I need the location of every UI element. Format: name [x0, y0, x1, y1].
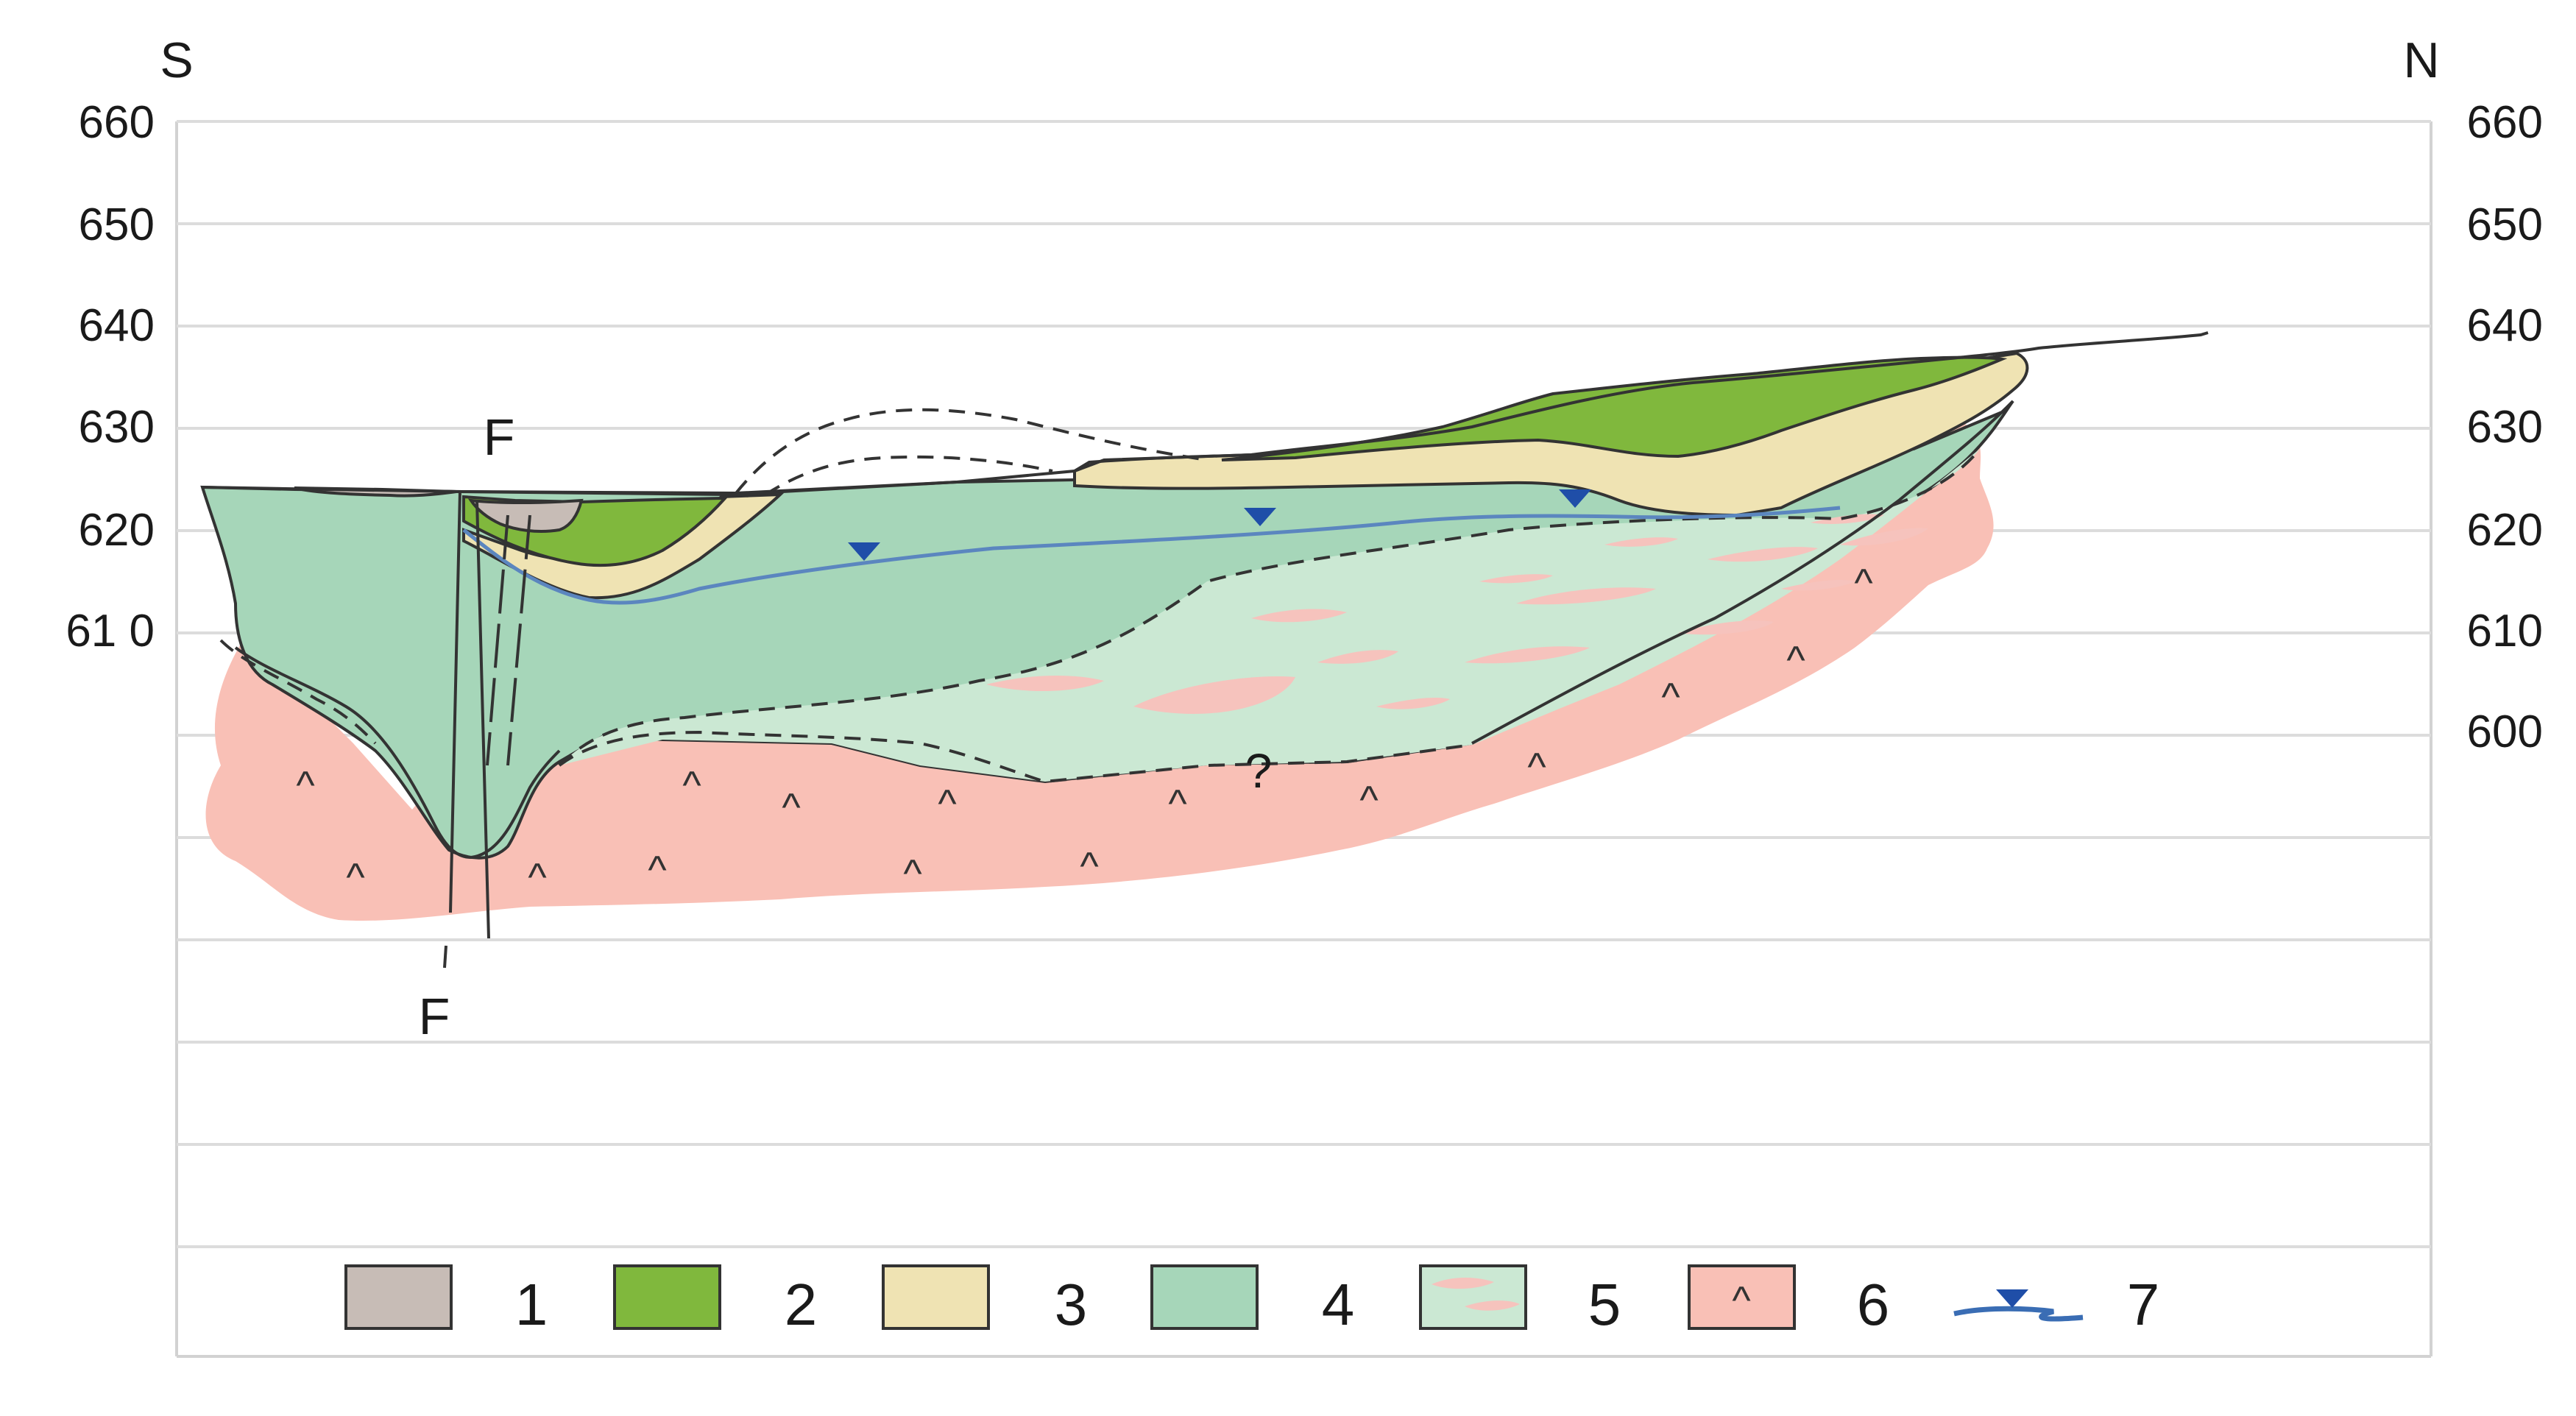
legend-swatch-5: [1419, 1264, 1527, 1330]
legend: 1 2 3 4 5 ^ 6 7: [344, 1264, 2160, 1337]
bedrock-caret: ^: [903, 852, 922, 896]
left-tick-label: 660: [79, 97, 155, 148]
pink-lens: [1317, 650, 1398, 664]
legend-swatch-6-caret: ^: [1732, 1278, 1751, 1323]
left-tick-label: 650: [79, 199, 155, 250]
legend-number-1: 1: [515, 1272, 548, 1337]
fault-line: [449, 491, 461, 913]
right-tick-label: 600: [2467, 707, 2543, 757]
legend-swatch-1: [344, 1264, 453, 1330]
dashed-former-surface: [735, 408, 1208, 495]
water-table-line: [462, 506, 1841, 605]
dashed-inner-surface: [764, 455, 1053, 496]
right-tick-label: 620: [2467, 505, 2543, 556]
legend-number-5: 5: [1588, 1272, 1621, 1337]
legend-item-3: 3: [882, 1264, 1088, 1337]
fault-line-tick: [443, 945, 447, 969]
pink-lens: [1781, 580, 1855, 591]
legend-swatch-3: [882, 1264, 990, 1330]
bedrock-caret: ^: [296, 763, 315, 807]
direction-north: N: [2403, 32, 2439, 88]
legend-swatch-4: [1150, 1264, 1259, 1330]
legend-water-line: [1953, 1306, 2084, 1322]
water-table-marker: [1244, 508, 1276, 526]
bedrock-caret: ^: [782, 785, 801, 829]
dashed-upper-contact: [558, 447, 1981, 767]
right-elevation-axis: 660 650 640 630 620 610 600: [2467, 97, 2543, 757]
fault-line-dashed: [486, 514, 509, 766]
legend-item-6: ^ 6: [1688, 1264, 1890, 1337]
water-table-marker: [848, 542, 880, 561]
legend-swatch-2: [613, 1264, 721, 1330]
bedrock-caret: ^: [1854, 561, 1873, 605]
legend-item-7: 7: [1953, 1272, 2160, 1337]
bedrock-caret: ^: [1786, 638, 1805, 682]
basin-floor-left: [234, 646, 561, 860]
right-tick-label: 640: [2467, 300, 2543, 351]
left-tick-label: 630: [79, 402, 155, 453]
legend-swatch-6: [1688, 1264, 1796, 1330]
left-tick-label: 61 0: [66, 606, 155, 656]
left-elevation-axis: 660 650 640 630 620 61 0: [66, 97, 155, 656]
legend-item-5: 5: [1419, 1264, 1621, 1337]
legend-number-2: 2: [785, 1272, 818, 1337]
uncertain-mark: ?: [1245, 743, 1273, 798]
pink-lens: [1604, 537, 1678, 547]
dashed-lower-contact: [558, 730, 1473, 784]
right-tick-label: 650: [2467, 199, 2543, 250]
legend-swatch-5-lens: [1432, 1278, 1494, 1289]
legend-item-2: 2: [613, 1264, 818, 1337]
bedrock-symbols: ^ ^ ^ ^ ^ ^ ^ ^ ^ ^ ^ ^ ^ ^ ^: [296, 561, 1873, 899]
bedrock-caret: ^: [938, 782, 957, 826]
dashed-basin-left: [219, 639, 377, 745]
bedrock-caret: ^: [1527, 745, 1546, 789]
pink-lens: [1376, 698, 1450, 709]
direction-south: S: [160, 32, 193, 88]
water-table-marker: [1559, 489, 1591, 508]
pink-lens: [1708, 547, 1818, 562]
ground-surface: [202, 331, 2209, 497]
left-tick-label: 620: [79, 505, 155, 556]
left-tick-label: 640: [79, 300, 155, 351]
legend-item-4: 4: [1150, 1264, 1355, 1337]
unit-6-bedrock: [205, 420, 1994, 921]
unit-5-pink-lenses: [986, 514, 1928, 715]
bedrock-caret: ^: [1359, 778, 1379, 822]
bedrock-caret: ^: [1661, 675, 1680, 719]
bedrock-caret: ^: [648, 848, 667, 892]
unit-1-grey-lens-fault: [467, 498, 584, 533]
bedrock-caret: ^: [1080, 844, 1099, 888]
fault-line: [475, 500, 490, 939]
pink-lens: [1811, 514, 1884, 524]
bedrock-caret: ^: [528, 855, 547, 899]
legend-number-7: 7: [2127, 1272, 2160, 1337]
legend-water-marker: [1996, 1289, 2028, 1308]
fault-line-dashed: [506, 514, 531, 766]
bedrock-caret: ^: [346, 855, 365, 899]
legend-item-1: 1: [344, 1264, 548, 1337]
water-table-markers: [848, 489, 1591, 561]
pink-lens: [1840, 528, 1928, 546]
legend-number-6: 6: [1857, 1272, 1890, 1337]
fault-label-top: F: [484, 408, 515, 466]
pink-lens: [1251, 609, 1347, 623]
legend-number-4: 4: [1322, 1272, 1355, 1337]
pink-lens: [1516, 587, 1656, 605]
fault-zone: [443, 491, 531, 969]
right-tick-label: 610: [2467, 606, 2543, 656]
right-tick-label: 630: [2467, 402, 2543, 453]
right-tick-label: 660: [2467, 97, 2543, 148]
bedrock-caret: ^: [1168, 782, 1187, 826]
pink-lens: [1479, 574, 1553, 584]
pink-lens: [1465, 646, 1590, 664]
pink-lens: [1133, 676, 1295, 715]
legend-swatch-5-lens: [1465, 1300, 1520, 1311]
bedrock-caret: ^: [682, 763, 701, 807]
pink-lens: [986, 676, 1104, 692]
fault-label-bottom: F: [419, 988, 450, 1045]
legend-number-3: 3: [1055, 1272, 1088, 1337]
basin-floor-right: [1471, 407, 2007, 745]
pink-lens: [1678, 620, 1774, 635]
